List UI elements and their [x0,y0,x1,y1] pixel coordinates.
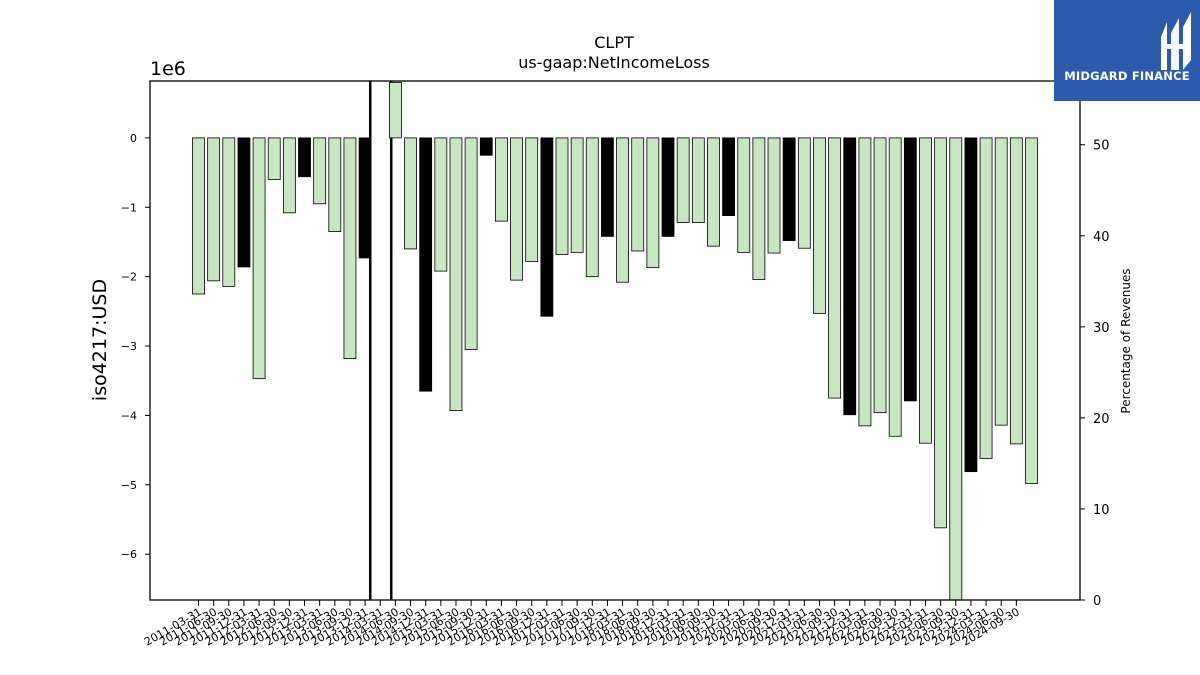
y2-ticks-group: 0 10 20 30 40 50 [1080,139,1110,609]
bar [510,137,523,281]
bar [752,137,766,280]
bar [479,137,493,156]
bar [903,137,917,402]
y-ticks-group: 0 −1 −2 −3 −4 −5 −6 [121,132,150,561]
bar [616,137,629,283]
bar [661,137,675,237]
bar [934,137,948,529]
bar [388,81,402,139]
bar [555,137,569,255]
y-tick-label: −3 [121,340,137,353]
bar [737,137,751,253]
bar [691,137,705,223]
bar [343,137,357,359]
bar [570,137,584,253]
bar [207,137,221,282]
bar [434,137,448,272]
y-tick-label: −2 [121,271,137,284]
bar [282,137,296,214]
bar [601,137,614,237]
y-tick-label: −6 [121,548,137,561]
bar [525,137,539,262]
brand-name: MIDGARD FINANCE [1064,69,1190,83]
bar [858,137,872,427]
y-axis-label: iso4217:USD [89,279,111,401]
bar [540,137,554,317]
bar [419,137,433,392]
bar [237,137,251,268]
bar [495,137,508,222]
bar [631,137,645,252]
y-tick-label: −4 [121,409,137,422]
bar [813,137,826,314]
bar [449,137,463,411]
bar [707,137,720,247]
bar [797,137,811,249]
plot-frame [149,80,1081,601]
bar [722,137,735,217]
bar [949,137,963,601]
bars-group [192,81,1038,601]
bar [873,137,887,414]
bar [843,137,857,416]
y2-tick-label: 50 [1093,139,1110,154]
bar [994,137,1008,426]
bar [646,137,660,269]
chart-subtitle: us-gaap:NetIncomeLoss [518,53,710,72]
bar [888,137,902,437]
bar [252,137,266,380]
bar [404,137,417,250]
y2-tick-label: 40 [1093,230,1110,245]
midgard-logo-icon [1161,12,1191,70]
x-ticks-group: 2011-03-312011-06-302011-09-302011-12-31… [142,600,1022,649]
bar [192,137,205,295]
bar [464,137,478,350]
bar [767,137,781,254]
y-tick-label: 0 [130,132,137,145]
bar [676,137,690,223]
bar [964,137,978,473]
bar [782,137,796,241]
bar [1009,137,1023,445]
bar [979,137,993,459]
bar [298,137,311,178]
chart-title: CLPT [594,33,634,52]
y2-axis-label: Percentage of Revenues [1119,268,1133,413]
y2-tick-label: 30 [1093,321,1110,336]
y-tick-label: −5 [121,479,137,492]
y2-tick-label: 20 [1093,412,1110,427]
y-scale-label: 1e6 [150,58,186,80]
bar [328,137,342,232]
y2-tick-label: 0 [1093,594,1101,609]
bar [313,137,327,205]
bar [828,137,842,399]
bar [267,137,281,180]
bar [585,137,599,278]
bar [1025,137,1038,484]
midgard-finance-logo: MIDGARD FINANCE [1054,0,1200,101]
y2-tick-label: 10 [1093,503,1110,518]
bar [222,137,236,287]
y-tick-label: −1 [121,201,137,214]
bar [919,137,932,444]
